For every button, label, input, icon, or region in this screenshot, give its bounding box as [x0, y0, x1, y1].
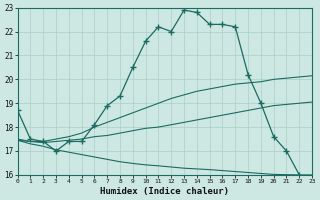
X-axis label: Humidex (Indice chaleur): Humidex (Indice chaleur): [100, 187, 229, 196]
